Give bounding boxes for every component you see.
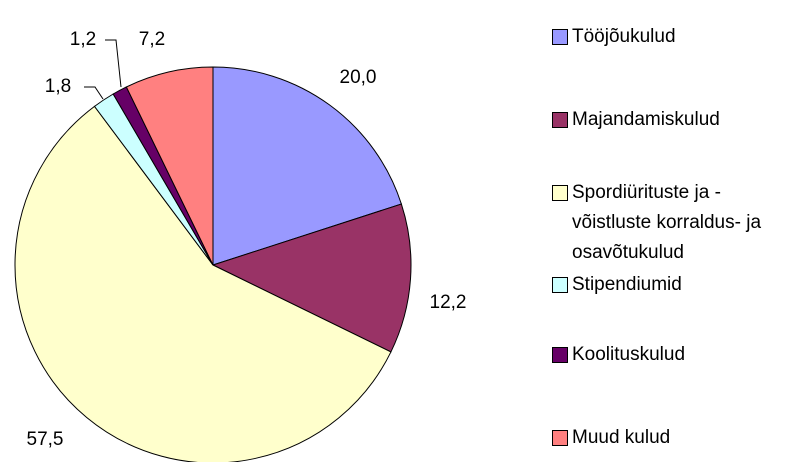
legend-item: Tööjõukulud [552,22,777,52]
pie-slice [211,203,412,353]
data-label: 20,0 [340,67,377,88]
legend-swatch [552,185,568,201]
legend-item: Stipendiumid [552,270,777,300]
data-label: 12,2 [430,292,467,313]
leader-line [105,39,122,88]
data-label: 1,8 [45,76,71,97]
legend-swatch [552,112,568,128]
legend-label: Muud kulud [572,427,671,448]
legend-label: Koolituskulud [572,344,686,365]
legend-item: Majandamiskulud [552,105,777,135]
data-label: 57,5 [27,429,64,450]
legend-item: Koolituskulud [552,340,777,370]
legend-swatch [552,29,568,45]
legend-swatch [552,277,568,293]
pie-slice [14,105,392,462]
leader-line [84,86,104,100]
legend-label: Stipendiumid [572,274,682,295]
legend-swatch [552,347,568,363]
pie-slice [212,66,403,266]
legend-swatch [552,430,568,446]
data-label: 7,2 [139,29,165,50]
legend-label: Spordiürituste ja - võistluste korraldus… [572,182,762,263]
legend-label: Tööjõukulud [572,26,676,47]
data-label: 1,2 [70,29,96,50]
pie-slice [125,66,214,266]
legend-label: Majandamiskulud [572,109,720,130]
legend-item: Spordiürituste ja - võistluste korraldus… [552,178,777,268]
legend-item: Muud kulud [552,423,777,453]
